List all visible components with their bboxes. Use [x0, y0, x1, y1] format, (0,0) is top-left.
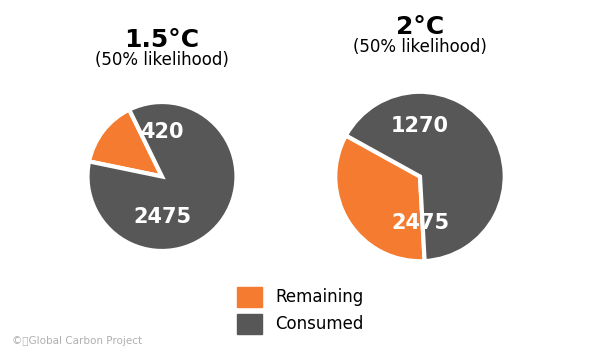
- Legend: Remaining, Consumed: Remaining, Consumed: [236, 287, 364, 334]
- Text: 2475: 2475: [391, 213, 449, 233]
- Text: (50% likelihood): (50% likelihood): [95, 51, 229, 69]
- Text: ©ⓈGlobal Carbon Project: ©ⓈGlobal Carbon Project: [12, 336, 142, 346]
- Text: 1.5°C: 1.5°C: [124, 28, 200, 52]
- Text: 2475: 2475: [133, 208, 191, 227]
- Text: (50% likelihood): (50% likelihood): [353, 38, 487, 56]
- Text: 1270: 1270: [391, 116, 449, 136]
- Wedge shape: [335, 136, 425, 261]
- Wedge shape: [89, 110, 162, 176]
- Text: 420: 420: [140, 122, 184, 142]
- Wedge shape: [88, 102, 236, 251]
- Wedge shape: [346, 92, 505, 261]
- Text: 2°C: 2°C: [396, 15, 444, 39]
